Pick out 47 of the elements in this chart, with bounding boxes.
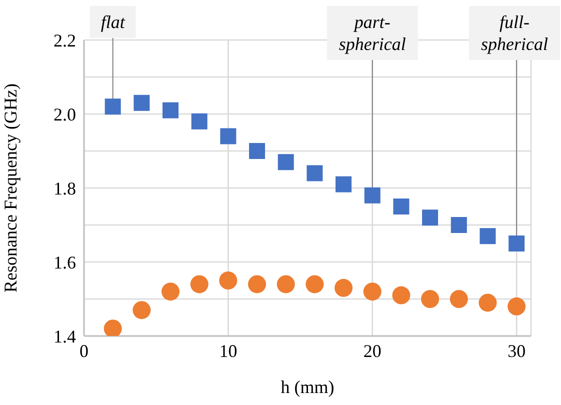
x-axis-title: h (mm) [280,377,334,397]
point [392,286,410,304]
point [450,217,467,233]
y-tick-label: 1.8 [54,178,76,198]
point [336,176,352,192]
point [422,210,438,226]
point [334,278,353,297]
point [480,228,496,244]
point [393,198,410,214]
annotation: flat [100,12,126,32]
y-tick-label: 1.6 [54,252,76,272]
point [421,290,440,308]
x-tick-label: 20 [363,340,382,361]
x-tick-label: 10 [219,340,238,361]
point [508,297,526,316]
point [219,272,238,290]
point [104,320,122,336]
point [278,154,294,170]
point [450,290,468,308]
point [306,165,323,182]
point [508,236,525,252]
point [220,128,236,144]
point [104,98,121,115]
annotation: part-spherical [338,12,406,54]
point [134,94,150,111]
y-tick-label: 2.0 [54,104,76,124]
callout: part-spherical [326,6,418,60]
point [132,301,151,320]
point [249,143,266,159]
y-tick-label: 1.4 [54,326,76,346]
point [191,113,208,130]
point [276,275,295,294]
point [190,275,208,294]
x-tick-label: 30 [508,340,526,361]
annotation: full-spherical [481,12,548,54]
point [364,187,380,204]
point [248,275,266,294]
point [363,282,382,301]
y-tick-label: 2.2 [54,30,76,50]
callout: full-spherical [469,6,560,60]
x-tick-label: 0 [80,340,88,361]
point [162,102,179,118]
point [306,275,324,294]
y-axis-title: Resonance Frequency (GHz) [0,84,20,292]
callout: flat [90,6,136,38]
point [162,282,180,301]
point [478,294,497,312]
